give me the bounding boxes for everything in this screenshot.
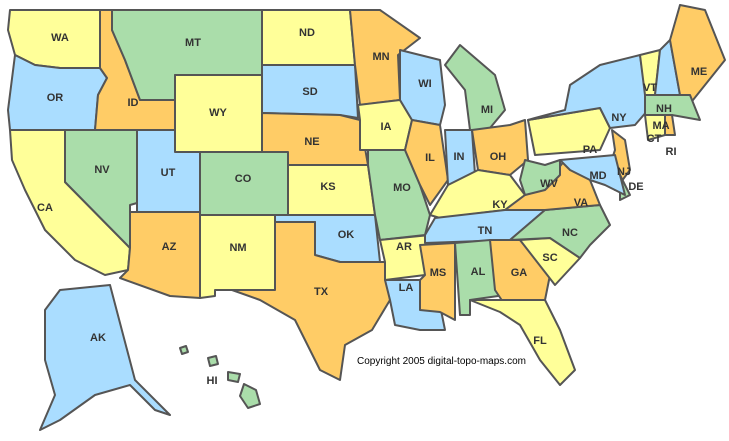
state-nd[interactable] xyxy=(261,9,356,66)
state-wy[interactable] xyxy=(174,74,263,153)
state-ms[interactable] xyxy=(419,242,456,321)
state-ct[interactable] xyxy=(644,114,666,141)
state-mi[interactable] xyxy=(444,44,506,141)
state-wv[interactable] xyxy=(519,159,561,196)
state-nm[interactable] xyxy=(199,214,276,299)
copyright-text: Copyright 2005 digital-topo-maps.com xyxy=(357,356,526,367)
state-ma[interactable] xyxy=(644,94,701,121)
state-co[interactable] xyxy=(199,151,289,216)
state-label-hi: HI xyxy=(207,375,218,387)
state-label-ri: RI xyxy=(666,146,677,158)
state-sd[interactable] xyxy=(261,64,359,119)
state-oh[interactable] xyxy=(471,119,529,176)
state-ak[interactable] xyxy=(39,284,171,431)
state-md[interactable] xyxy=(559,154,626,196)
state-ks[interactable] xyxy=(287,164,376,216)
state-pa[interactable] xyxy=(527,107,611,156)
state-ar[interactable] xyxy=(379,234,431,281)
state-tx[interactable] xyxy=(231,221,391,381)
state-label-de: DE xyxy=(628,181,643,193)
state-az[interactable] xyxy=(119,211,201,299)
state-il[interactable] xyxy=(404,119,449,206)
state-hi[interactable] xyxy=(179,345,261,409)
state-ri[interactable] xyxy=(664,114,676,136)
state-fl[interactable] xyxy=(469,299,576,386)
